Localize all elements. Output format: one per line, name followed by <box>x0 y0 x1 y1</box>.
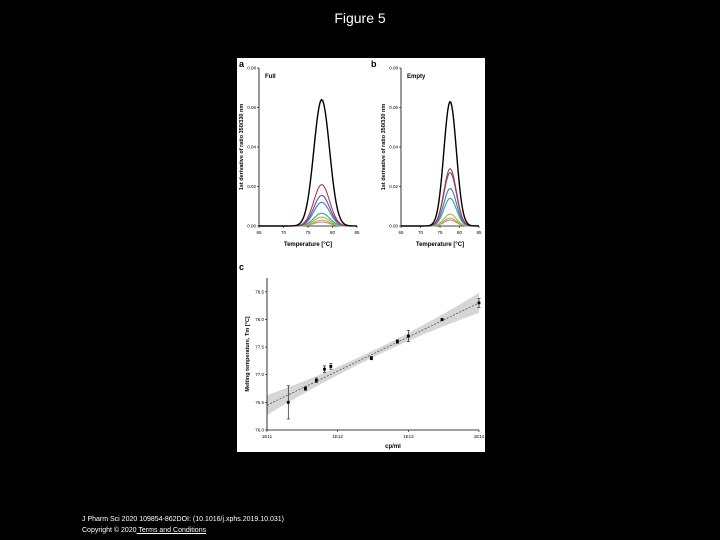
panel-c: c 76.0 76.5 77.0 77.5 78.0 78.5 1E11 1E12 1E13 1E1… <box>239 262 485 450</box>
y-tick-label: 0.02 <box>389 184 398 189</box>
y-tick-label: 0.06 <box>389 105 398 110</box>
y-tick-label: 0.02 <box>247 184 256 189</box>
x-tick-label: 75 <box>437 230 443 235</box>
panel-letter: b <box>371 59 377 69</box>
data-point <box>406 334 410 338</box>
y-tick-label: 77.5 <box>255 345 264 350</box>
series-line <box>259 98 357 227</box>
data-point <box>286 400 290 404</box>
y-tick-label: 76.0 <box>255 428 264 433</box>
data-point <box>369 356 373 360</box>
footer: J Pharm Sci 2020 109854-862DOI: (10.1016… <box>82 514 284 536</box>
panel-letter: c <box>239 262 244 272</box>
x-axis-label: Temperature [°C] <box>284 242 332 248</box>
y-tick-label: 0.08 <box>389 66 398 71</box>
x-tick-label: 1E14 <box>474 434 485 439</box>
data-point <box>395 340 399 343</box>
y-tick-label: 0.00 <box>389 224 398 229</box>
y-tick-label: 78.0 <box>255 317 264 322</box>
data-point <box>323 367 326 371</box>
legend-text: Empty <box>407 74 426 80</box>
y-tick-label: 78.5 <box>255 289 264 294</box>
y-tick-label: 77.0 <box>255 372 264 377</box>
y-tick-label: 0.00 <box>247 224 256 229</box>
data-point <box>440 318 444 321</box>
panel-a: a Full 0.00 0.02 0.04 0.06 0.08 65 70 75 80 85 Tempe… <box>239 59 360 248</box>
figure-panel: a Full 0.00 0.02 0.04 0.06 0.08 65 70 75 80 85 Tempe… <box>237 58 485 452</box>
confidence-band <box>267 292 479 416</box>
data-point <box>304 387 307 390</box>
x-axis-label: cp/ml <box>385 444 401 450</box>
panel-b: b Empty 0.00 0.02 0.04 0.06 0.08 65 70 75 80 85 Temp… <box>371 59 482 248</box>
x-tick-label: 1E11 <box>262 434 273 439</box>
x-tick-label: 70 <box>418 230 424 235</box>
y-tick-label: 0.04 <box>389 145 398 150</box>
y-tick-label: 76.5 <box>255 400 264 405</box>
terms-link[interactable]: Terms and Conditions <box>136 527 207 534</box>
y-axis-label: 1st derivative of ratio 350/330 nm <box>381 104 387 191</box>
series-line <box>401 100 480 227</box>
copyright-line: Copyright © 2020 Terms and Conditions <box>82 525 284 536</box>
y-tick-label: 0.04 <box>247 145 256 150</box>
data-point <box>314 378 318 382</box>
citation-text: J Pharm Sci 2020 109854-862DOI: (10.1016… <box>82 516 284 523</box>
fit-line <box>266 302 480 406</box>
x-tick-label: 1E12 <box>332 434 343 439</box>
x-tick-label: 75 <box>305 230 311 235</box>
legend-text: Full <box>265 74 276 80</box>
data-point <box>477 301 481 305</box>
y-tick-label: 0.06 <box>247 105 256 110</box>
x-tick-label: 1E13 <box>403 434 414 439</box>
slide-title: Figure 5 <box>334 10 386 26</box>
data-point <box>329 365 333 368</box>
y-axis-label: Melting temperature, Tm [°C] <box>245 316 251 391</box>
x-tick-label: 65 <box>398 230 404 235</box>
x-tick-label: 85 <box>476 230 482 235</box>
panel-letter: a <box>239 59 245 69</box>
x-tick-label: 65 <box>256 230 262 235</box>
copyright-text: Copyright © 2020 <box>82 527 137 534</box>
y-tick-label: 0.08 <box>247 66 256 71</box>
x-tick-label: 70 <box>281 230 287 235</box>
x-axis-label: Temperature [°C] <box>416 242 464 248</box>
x-tick-label: 80 <box>457 230 463 235</box>
figure-svg: a Full 0.00 0.02 0.04 0.06 0.08 65 70 75 80 85 Tempe… <box>239 59 485 450</box>
x-tick-label: 80 <box>330 230 336 235</box>
x-tick-label: 85 <box>354 230 360 235</box>
y-axis-label: 1st derivative of ratio 350/330 nm <box>239 104 245 191</box>
